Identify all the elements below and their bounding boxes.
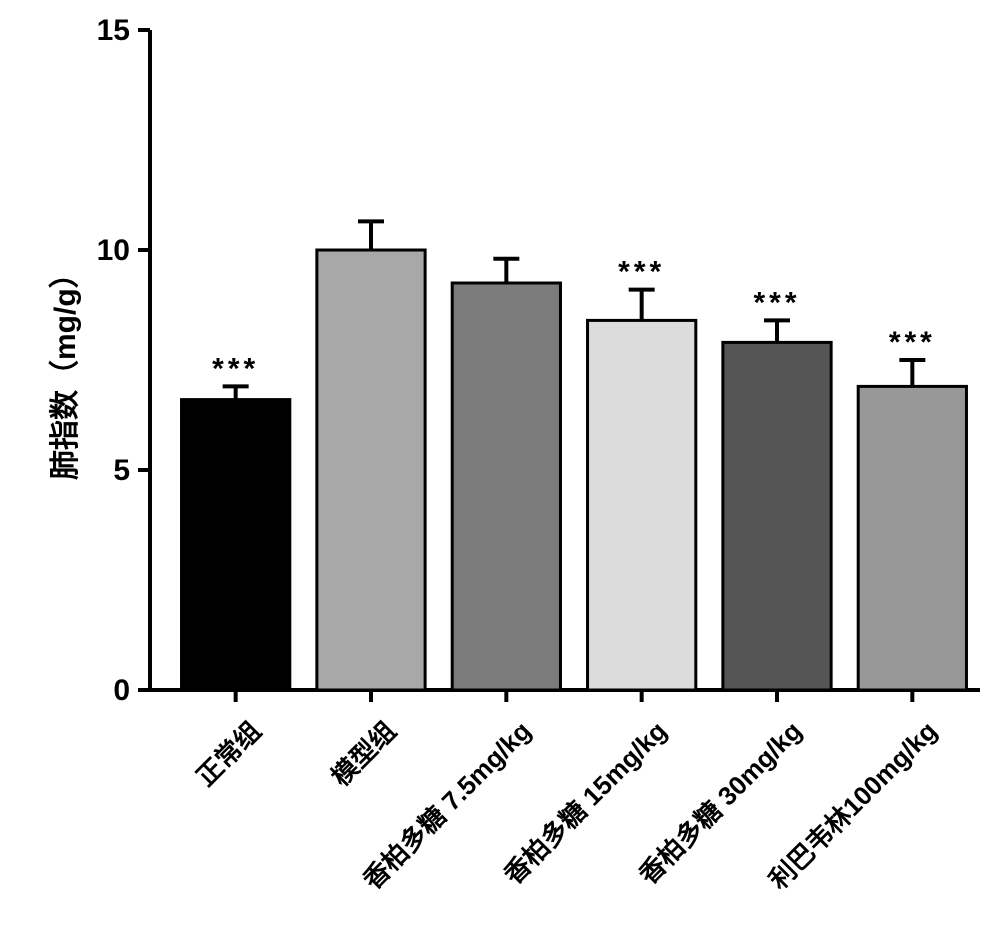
bar [723, 342, 831, 690]
svg-text:15: 15 [97, 14, 130, 47]
svg-text:10: 10 [97, 234, 130, 267]
svg-text:0: 0 [113, 674, 130, 707]
y-axis-label: 肺指数（mg/g） [40, 258, 84, 480]
bar [858, 386, 966, 690]
bar [588, 320, 696, 690]
significance-marker: *** [212, 352, 259, 385]
chart-container: 051015************ 肺指数（mg/g） 正常组模型组香柏多糖 … [0, 0, 1000, 940]
significance-marker: *** [753, 286, 800, 319]
svg-text:5: 5 [113, 454, 130, 487]
bar [452, 283, 560, 690]
bar [317, 250, 425, 690]
significance-marker: *** [618, 256, 665, 289]
bar [182, 400, 290, 690]
significance-marker: *** [889, 326, 936, 359]
